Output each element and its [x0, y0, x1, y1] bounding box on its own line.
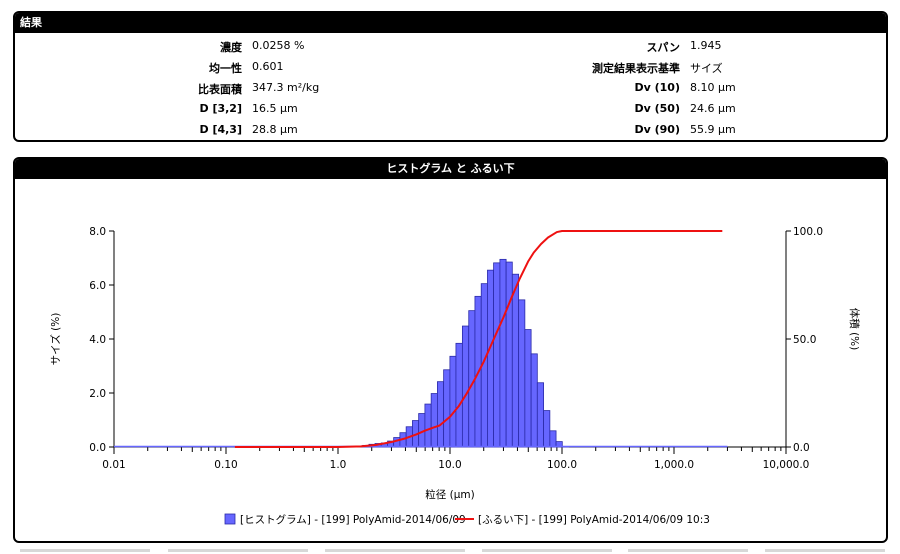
histogram-bar	[536, 382, 544, 448]
x-tick-label: 0.01	[102, 459, 125, 471]
histogram-bar	[493, 262, 501, 448]
footer-stub	[628, 549, 748, 552]
histogram-bar	[455, 342, 463, 448]
result-label: 測定結果表示基準	[592, 62, 680, 75]
histogram-bar	[549, 430, 557, 448]
footer-stub	[20, 549, 150, 552]
chart-panel: ヒストグラム と ふるい下 0.0 2.0 4.0 6.0 8.0 0.0 50.0 100.…	[13, 157, 888, 543]
y-tick-label: 4.0	[89, 334, 106, 346]
y-tick-label: 2.0	[89, 388, 106, 400]
result-label: Dv (10)	[634, 81, 681, 94]
footer-stub	[168, 549, 308, 552]
histogram-bar	[461, 325, 470, 448]
results-header: 結果	[15, 13, 886, 33]
result-value: サイズ	[690, 62, 723, 75]
histogram-bar	[443, 369, 451, 448]
result-value: 16.5 μm	[252, 102, 298, 115]
results-panel: 結果 濃度 0.0258 % 均一性 0.601 比表面積 347.3 m²/kg D [3…	[13, 11, 888, 142]
y-tick-label: 8.0	[89, 226, 106, 238]
x-tick-label: 10,000.0	[763, 459, 810, 471]
x-tick-label: 0.10	[214, 459, 237, 471]
x-tick-label: 1,000.0	[654, 459, 694, 471]
result-value: 0.601	[252, 60, 284, 73]
result-label: 濃度	[220, 41, 242, 54]
footer-stub	[482, 549, 612, 552]
result-label: 均一性	[209, 62, 242, 75]
result-value: 347.3 m²/kg	[252, 81, 320, 94]
footer-stub	[765, 549, 885, 552]
cumulative-line	[234, 230, 723, 448]
result-label: D [4,3]	[199, 123, 242, 136]
histogram-chart: 0.0 2.0 4.0 6.0 8.0 0.0 50.0 100.0 0.01 0.10 1.0 10…	[49, 226, 861, 526]
result-label: Dv (50)	[634, 102, 681, 115]
x-tick-label: 100.0	[547, 459, 577, 471]
histogram-bar	[518, 299, 526, 448]
result-value: 28.8 μm	[252, 123, 298, 136]
result-value: 55.9 μm	[690, 123, 736, 136]
x-tick-label: 1.0	[330, 459, 347, 471]
legend-label-cumulative: [ふるい下] - [199] PolyAmid-2014/06/09 10:3	[478, 514, 710, 526]
histogram-bar	[543, 410, 551, 448]
result-value: 0.0258 %	[252, 39, 305, 52]
histogram-bar	[511, 273, 520, 448]
chart-header: ヒストグラム と ふるい下	[15, 159, 886, 179]
y-tick-label: 0.0	[89, 442, 106, 454]
histogram-bar	[393, 437, 401, 448]
histogram-bar	[449, 355, 457, 448]
histogram-bar	[499, 258, 507, 448]
result-label: 比表面積	[198, 83, 242, 96]
y2-tick-label: 100.0	[793, 226, 823, 238]
x-tick-label: 10.0	[438, 459, 461, 471]
result-value: 1.945	[690, 39, 722, 52]
result-label: D [3,2]	[199, 102, 242, 115]
histogram-bar	[430, 393, 438, 448]
y2-tick-label: 0.0	[793, 442, 810, 454]
histogram-bar	[437, 381, 445, 448]
histogram-bar	[487, 269, 494, 448]
histogram-bar	[530, 353, 538, 448]
histogram-bar	[524, 329, 532, 448]
result-label: Dv (90)	[634, 123, 681, 136]
result-label: スパン	[646, 41, 680, 54]
histogram-bar	[424, 403, 432, 448]
result-value: 8.10 μm	[690, 81, 736, 94]
legend-swatch-histogram	[224, 513, 236, 525]
y-axis-label: サイズ (%)	[49, 313, 62, 366]
x-axis-label: 粒径 (μm)	[425, 488, 474, 501]
result-value: 24.6 μm	[690, 102, 736, 115]
footer-stub	[325, 549, 465, 552]
y2-axis-label: 体積 (%)	[848, 308, 861, 351]
histogram-bar	[505, 261, 513, 448]
y-tick-label: 6.0	[89, 280, 106, 292]
y2-tick-label: 50.0	[793, 334, 816, 346]
legend-label-histogram: [ヒストグラム] - [199] PolyAmid-2014/06/09	[240, 513, 466, 526]
